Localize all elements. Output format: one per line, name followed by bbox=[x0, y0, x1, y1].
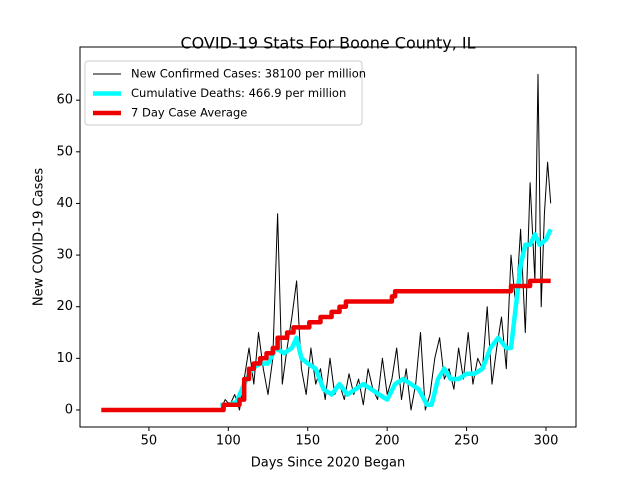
x-tick-label: 300 bbox=[534, 434, 559, 449]
x-tick-label: 200 bbox=[375, 434, 400, 449]
y-tick-label: 0 bbox=[65, 402, 73, 417]
x-tick-label: 50 bbox=[141, 434, 158, 449]
x-tick-label: 100 bbox=[216, 434, 241, 449]
y-axis-label: New COVID-19 Cases bbox=[32, 168, 47, 306]
data-line bbox=[220, 228, 553, 408]
legend-label: New Confirmed Cases: 38100 per million bbox=[131, 67, 366, 81]
legend-label: Cumulative Deaths: 466.9 per million bbox=[131, 86, 346, 100]
y-tick-label: 20 bbox=[56, 299, 73, 314]
y-tick-label: 30 bbox=[56, 248, 73, 263]
legend-box bbox=[84, 60, 363, 126]
y-tick-label: 40 bbox=[56, 196, 73, 211]
x-tick-label: 150 bbox=[295, 434, 320, 449]
data-line bbox=[101, 278, 551, 413]
plot-frame bbox=[79, 46, 577, 428]
x-tick-label: 250 bbox=[454, 434, 479, 449]
y-tick-label: 60 bbox=[56, 93, 73, 108]
y-tick-label: 10 bbox=[56, 351, 73, 366]
chart-title: COVID-19 Stats For Boone County, IL bbox=[180, 34, 475, 53]
x-axis-label: Days Since 2020 Began bbox=[251, 456, 406, 471]
legend-label: 7 Day Case Average bbox=[131, 106, 247, 120]
y-tick-label: 50 bbox=[56, 144, 73, 159]
data-line bbox=[219, 73, 552, 411]
